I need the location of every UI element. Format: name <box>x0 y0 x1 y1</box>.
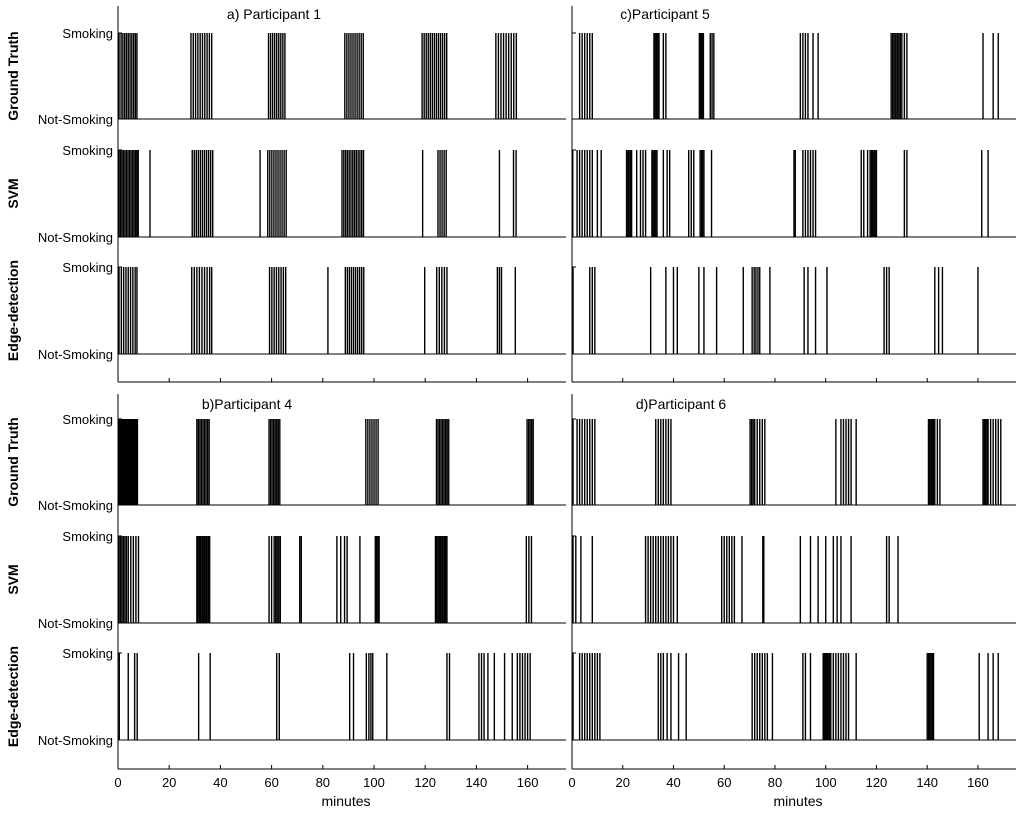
row-label: Ground Truth <box>5 31 21 120</box>
x-tick-label: 80 <box>316 775 330 790</box>
row-label: Edge-detection <box>5 260 21 361</box>
y-label-smoking: Smoking <box>62 26 113 41</box>
y-label-smoking: Smoking <box>62 260 113 275</box>
x-tick-label: 160 <box>517 775 539 790</box>
y-label-not-smoking: Not-Smoking <box>38 230 113 245</box>
x-tick-label: 60 <box>717 775 731 790</box>
x-tick-label: 120 <box>866 775 888 790</box>
row-label: Edge-detection <box>5 646 21 747</box>
y-label-smoking: Smoking <box>62 412 113 427</box>
y-label-smoking: Smoking <box>62 143 113 158</box>
row-label: Ground Truth <box>5 417 21 506</box>
row-label: SVM <box>5 564 21 594</box>
x-tick-label: 140 <box>916 775 938 790</box>
y-label-not-smoking: Not-Smoking <box>38 347 113 362</box>
panel-title: a) Participant 1 <box>227 6 321 22</box>
y-label-smoking: Smoking <box>62 646 113 661</box>
y-label-not-smoking: Not-Smoking <box>38 498 113 513</box>
y-label-not-smoking: Not-Smoking <box>38 616 113 631</box>
panel-title: b)Participant 4 <box>202 396 292 412</box>
panel-title: c)Participant 5 <box>620 6 710 22</box>
y-label-not-smoking: Not-Smoking <box>38 112 113 127</box>
x-tick-label: 140 <box>466 775 488 790</box>
x-tick-label: 40 <box>666 775 680 790</box>
x-tick-label: 20 <box>162 775 176 790</box>
x-tick-label: 0 <box>568 775 575 790</box>
x-tick-label: 160 <box>967 775 989 790</box>
x-axis-label: minutes <box>321 793 370 809</box>
x-tick-label: 120 <box>414 775 436 790</box>
x-tick-label: 100 <box>815 775 837 790</box>
x-tick-label: 60 <box>264 775 278 790</box>
x-tick-label: 40 <box>213 775 227 790</box>
panel-title: d)Participant 6 <box>636 396 726 412</box>
y-label-not-smoking: Not-Smoking <box>38 733 113 748</box>
x-axis-label: minutes <box>773 793 822 809</box>
x-tick-label: 20 <box>616 775 630 790</box>
x-tick-label: 100 <box>363 775 385 790</box>
row-label: SVM <box>5 178 21 208</box>
y-label-smoking: Smoking <box>62 529 113 544</box>
x-tick-label: 0 <box>114 775 121 790</box>
x-tick-label: 80 <box>768 775 782 790</box>
